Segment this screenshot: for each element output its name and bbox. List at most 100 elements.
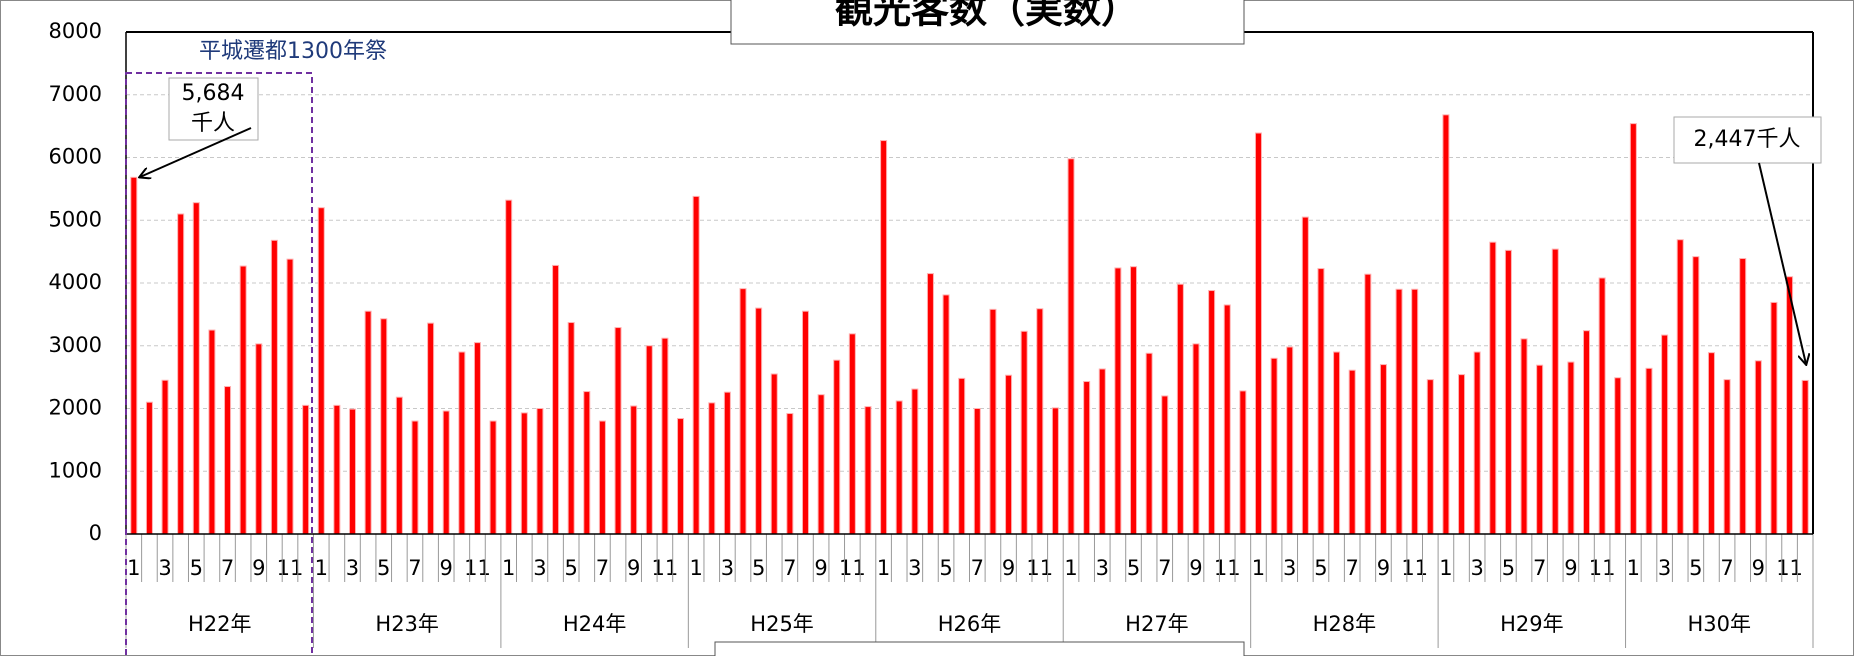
x-tick-label: 11 <box>1776 556 1803 580</box>
bar <box>1536 364 1544 535</box>
group-label: H24年 <box>563 612 627 636</box>
x-tick-label: 7 <box>1346 556 1359 580</box>
x-tick-label: 3 <box>908 556 921 580</box>
x-tick-label: 1 <box>1064 556 1077 580</box>
x-tick-label: 5 <box>377 556 390 580</box>
bar <box>1614 377 1622 535</box>
bar <box>973 408 981 535</box>
x-tick-label: 11 <box>1401 556 1428 580</box>
x-tick-label: 7 <box>1720 556 1733 580</box>
bar <box>645 345 653 535</box>
bar <box>801 310 809 535</box>
bar <box>364 310 372 535</box>
bar <box>864 406 872 535</box>
bar <box>1036 308 1044 535</box>
x-tick-label: 9 <box>1189 556 1202 580</box>
bar <box>1067 158 1075 535</box>
bar <box>1411 288 1419 535</box>
bar <box>755 307 763 535</box>
bar <box>723 391 731 535</box>
x-tick-label: 3 <box>158 556 171 580</box>
x-tick-label: 7 <box>1533 556 1546 580</box>
x-tick-label: 11 <box>1589 556 1616 580</box>
bar <box>1426 379 1434 535</box>
bar <box>442 410 450 535</box>
x-tick-label: 1 <box>502 556 515 580</box>
y-tick-label: 4000 <box>49 270 102 294</box>
bar <box>1286 346 1294 535</box>
x-tick-label: 3 <box>1470 556 1483 580</box>
bar <box>1161 395 1169 535</box>
x-tick-label: 11 <box>464 556 491 580</box>
bar <box>1379 364 1387 535</box>
bar <box>739 288 747 535</box>
bar <box>348 408 356 535</box>
bar <box>536 408 544 535</box>
bar <box>177 213 185 535</box>
x-tick-label: 1 <box>315 556 328 580</box>
arrow <box>140 127 252 177</box>
bar <box>1301 216 1309 535</box>
x-tick-label: 3 <box>1096 556 1109 580</box>
x-tick-label: 11 <box>839 556 866 580</box>
bar <box>614 327 622 535</box>
bar <box>552 264 560 535</box>
x-tick-label: 3 <box>721 556 734 580</box>
x-tick-label: 7 <box>596 556 609 580</box>
bar <box>458 351 466 535</box>
x-tick-label: 1 <box>877 556 890 580</box>
bar <box>1051 407 1059 535</box>
bar <box>1707 352 1715 535</box>
x-tick-label: 5 <box>1127 556 1140 580</box>
x-tick-label: 5 <box>1314 556 1327 580</box>
bar <box>630 405 638 535</box>
x-tick-label: 11 <box>277 556 304 580</box>
bar <box>989 308 997 535</box>
bar <box>1005 374 1013 535</box>
bar <box>895 400 903 535</box>
x-tick-label: 5 <box>939 556 952 580</box>
bar <box>380 318 388 535</box>
group-label: H28年 <box>1313 612 1377 636</box>
bar <box>1786 276 1794 535</box>
bar <box>1239 390 1247 535</box>
bar <box>1583 330 1591 535</box>
x-tick-label: 3 <box>1658 556 1671 580</box>
y-tick-label: 6000 <box>49 145 102 169</box>
x-tick-label: 11 <box>1026 556 1053 580</box>
x-tick-label: 9 <box>627 556 640 580</box>
bar <box>1598 277 1606 535</box>
group-label: H26年 <box>938 612 1002 636</box>
group-label: H23年 <box>375 612 439 636</box>
x-tick-label: 9 <box>1002 556 1015 580</box>
bar <box>411 420 419 535</box>
y-tick-label: 5000 <box>49 207 102 231</box>
bar <box>192 202 200 535</box>
group-label: H29年 <box>1500 612 1564 636</box>
bar <box>1333 351 1341 535</box>
bar <box>302 404 310 535</box>
x-tick-label: 7 <box>408 556 421 580</box>
x-tick-label: 9 <box>814 556 827 580</box>
bar <box>208 329 216 535</box>
x-tick-label: 1 <box>1439 556 1452 580</box>
x-tick-label: 5 <box>1502 556 1515 580</box>
bar <box>567 322 575 535</box>
bar <box>911 388 919 535</box>
x-tick-label: 3 <box>346 556 359 580</box>
callout-text: 千人 <box>191 111 235 136</box>
bar <box>255 343 263 535</box>
bar <box>1489 241 1497 535</box>
bar <box>1567 361 1575 535</box>
bar <box>395 396 403 535</box>
x-tick-label: 9 <box>252 556 265 580</box>
group-label: H30年 <box>1688 612 1752 636</box>
bar <box>692 195 700 535</box>
bar <box>880 140 888 535</box>
bar <box>1504 249 1512 535</box>
x-tick-label: 3 <box>533 556 546 580</box>
bar <box>1130 266 1138 535</box>
bar <box>427 322 435 535</box>
